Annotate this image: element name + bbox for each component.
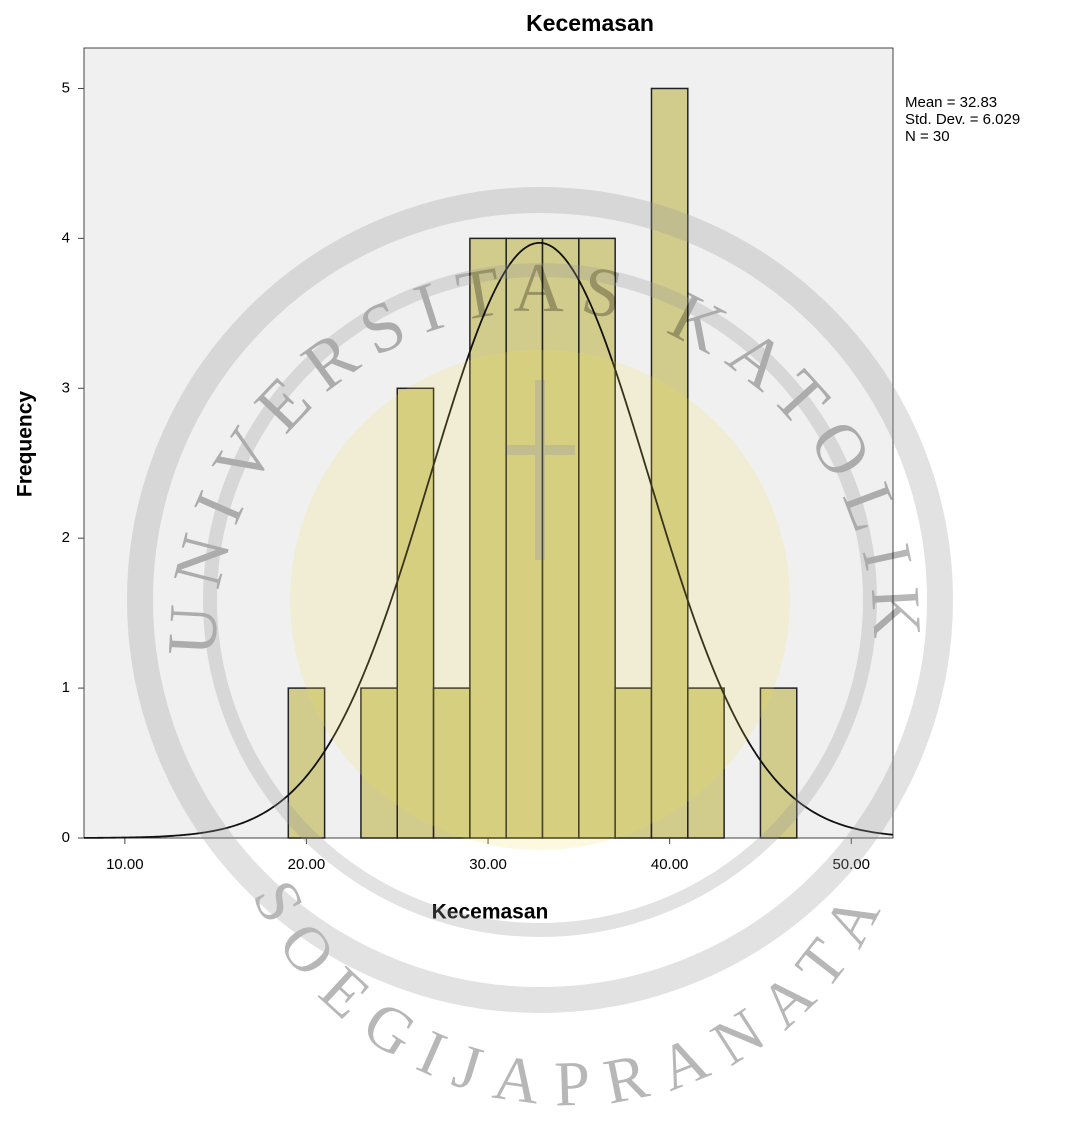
chart-title: Kecemasan — [526, 10, 654, 36]
stat-annotation: N = 30 — [905, 128, 950, 145]
stat-annotation: Std. Dev. = 6.029 — [905, 111, 1020, 128]
y-tick-label: 1 — [62, 679, 70, 696]
bar — [615, 688, 651, 838]
bar — [506, 238, 542, 838]
bar — [397, 388, 433, 838]
bar — [543, 238, 579, 838]
x-tick-label: 40.00 — [651, 856, 689, 873]
x-tick-label: 30.00 — [469, 856, 507, 873]
bar — [579, 238, 615, 838]
y-axis-label: Frequency — [14, 391, 37, 498]
bar — [688, 688, 724, 838]
bar — [434, 688, 470, 838]
y-tick-label: 5 — [62, 79, 70, 96]
bar — [760, 688, 796, 838]
x-axis-label: Kecemasan — [432, 901, 549, 924]
y-tick-label: 4 — [62, 229, 70, 246]
x-tick-label: 50.00 — [832, 856, 870, 873]
x-tick-label: 10.00 — [106, 856, 144, 873]
x-tick-label: 20.00 — [288, 856, 326, 873]
stat-annotation: Mean = 32.83 — [905, 94, 997, 111]
bar — [470, 238, 506, 838]
watermark-text: SOEGIJAPRANATA — [239, 869, 900, 1120]
y-tick-label: 2 — [62, 529, 70, 546]
y-tick-label: 0 — [62, 829, 70, 846]
y-tick-label: 3 — [62, 379, 70, 396]
bar — [651, 88, 687, 838]
chart: 0 1 2 3 4 5 10.00 20.00 30.00 40.00 50.00 Kecemasa… — [0, 0, 1077, 1124]
bar — [288, 688, 324, 838]
bar — [361, 688, 397, 838]
watermark-text: SOEGIJAPRANATA — [239, 869, 900, 1120]
